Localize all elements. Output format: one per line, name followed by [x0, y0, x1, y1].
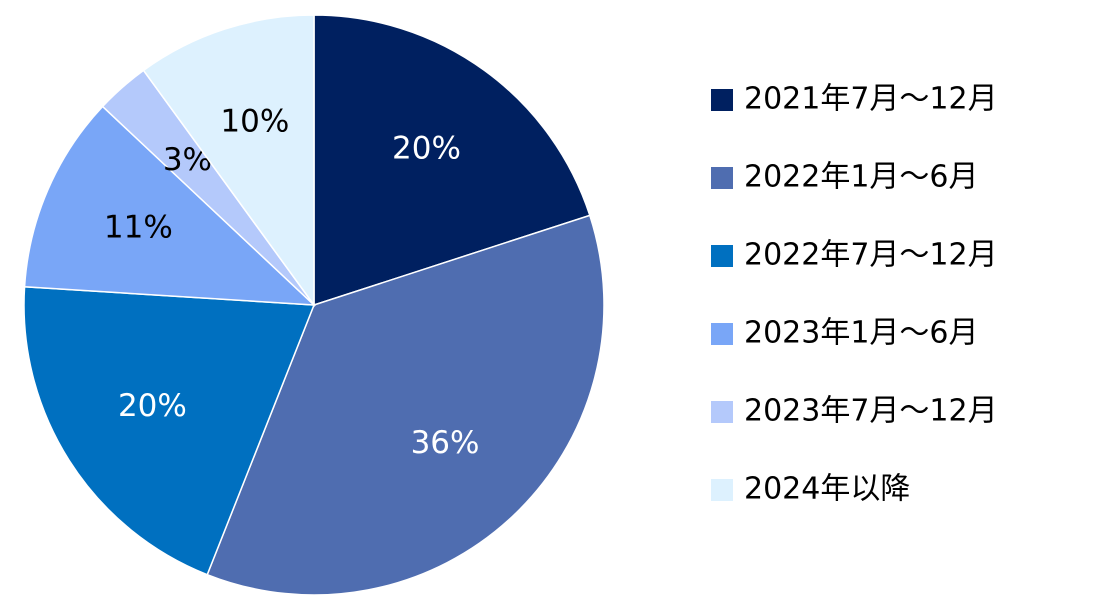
- pie-slice: [23, 105, 317, 306]
- legend-swatch: [711, 401, 733, 423]
- legend-swatch: [711, 479, 733, 501]
- pie-slice: [23, 285, 316, 576]
- data-label: 11%: [104, 209, 173, 245]
- legend-swatch: [711, 167, 733, 189]
- legend-label: 2023年7月～12月: [744, 394, 998, 429]
- pie-slice: [206, 214, 605, 596]
- legend-label: 2022年1月～6月: [744, 160, 979, 195]
- legend-label: 2022年7月～12月: [744, 238, 998, 273]
- data-label: 20%: [118, 388, 187, 424]
- legend-label: 2021年7月～12月: [744, 82, 998, 117]
- legend-label: 2024年以降: [744, 472, 910, 507]
- legend-swatch: [711, 245, 733, 267]
- data-label: 10%: [220, 103, 289, 139]
- legend-swatch: [711, 89, 733, 111]
- legend-swatch: [711, 323, 733, 345]
- legend-label: 2023年1月～6月: [744, 316, 979, 351]
- pie-slice: [142, 14, 315, 308]
- data-label: 20%: [392, 131, 461, 167]
- pie-slice: [313, 14, 591, 307]
- data-label: 36%: [411, 425, 480, 461]
